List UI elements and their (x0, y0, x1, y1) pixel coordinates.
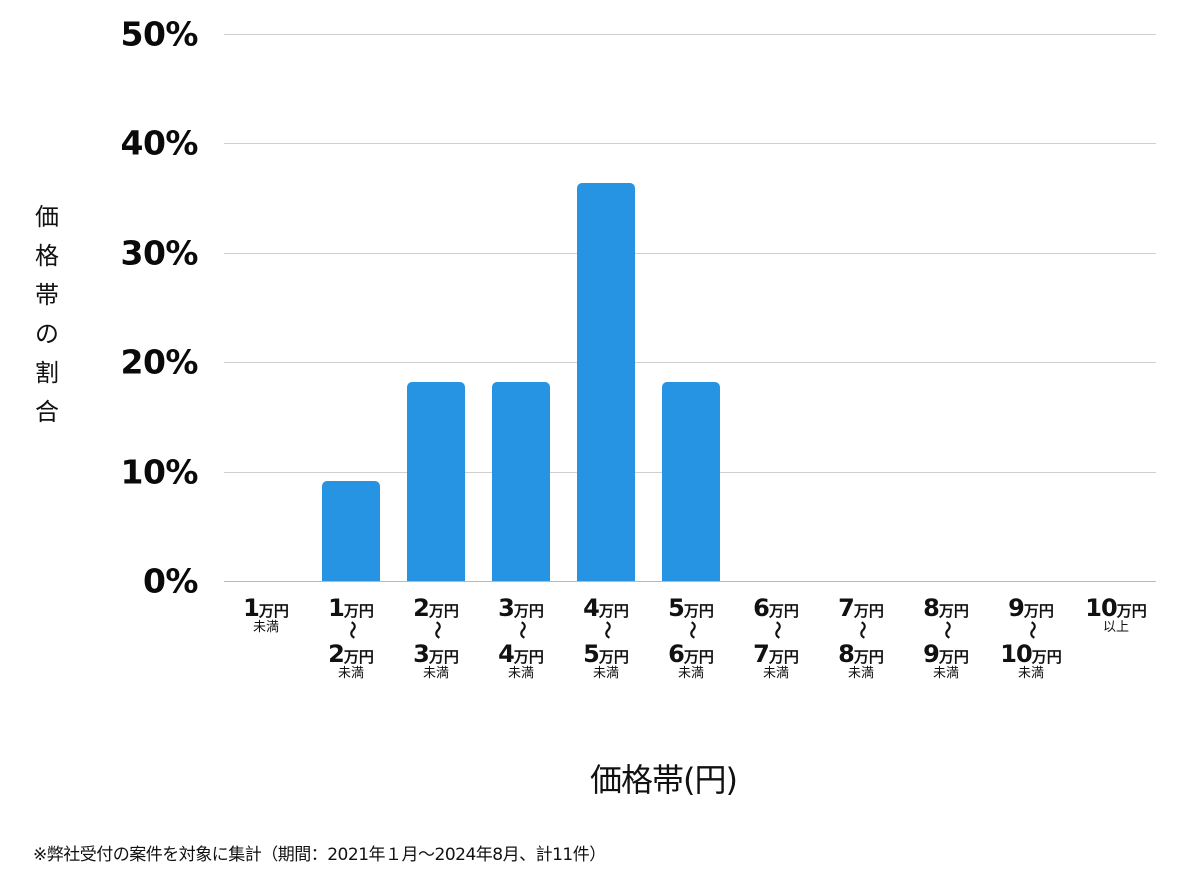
range-qualifier: 未満 (762, 666, 789, 681)
range-from: 10万円 (1085, 594, 1147, 622)
range-tilde: 〜 (1021, 621, 1042, 639)
range-tilde: 〜 (426, 621, 447, 639)
range-tilde: 〜 (511, 621, 532, 639)
gridline (224, 253, 1156, 254)
range-from: 6万円 (753, 594, 799, 622)
x-tick-label: 1万円〜 2万円 未満 (309, 594, 393, 680)
range-to: 7万円 (753, 640, 799, 668)
range-from: 5万円 (668, 594, 714, 622)
x-tick-label: 3万円〜 4万円 未満 (479, 594, 563, 680)
range-to: 3万円 (413, 640, 459, 668)
footnote: ※弊社受付の案件を対象に集計（期間：2021年１月〜2024年8月、計11件） (33, 845, 606, 865)
y-axis-title-char: 合 (35, 398, 59, 426)
range-qualifier: 未満 (847, 666, 874, 681)
range-qualifier: 未満 (337, 666, 364, 681)
x-tick-label: 7万円〜 8万円 未満 (819, 594, 903, 680)
range-qualifier: 以上 (1102, 620, 1129, 635)
bar (662, 382, 720, 581)
range-from: 3万円 (498, 594, 544, 622)
bar (577, 183, 635, 581)
range-to: 6万円 (668, 640, 714, 668)
x-tick-label: 6万円〜 7万円 未満 (734, 594, 818, 680)
y-tick-label: 20% (120, 342, 199, 382)
range-from: 1万円 (328, 594, 374, 622)
range-to: 4万円 (498, 640, 544, 668)
range-qualifier: 未満 (677, 666, 704, 681)
bar (322, 481, 380, 581)
range-tilde: 〜 (596, 621, 617, 639)
gridline (224, 362, 1156, 363)
range-from: 4万円 (583, 594, 629, 622)
range-qualifier: 未満 (252, 620, 279, 635)
y-tick-label: 40% (120, 123, 199, 163)
y-axis-title-char: の (35, 320, 59, 348)
range-tilde: 〜 (851, 621, 872, 639)
x-tick-label: 8万円〜 9万円 未満 (904, 594, 988, 680)
range-from: 1万円 (243, 594, 289, 622)
y-tick-label: 30% (120, 233, 199, 273)
range-qualifier: 未満 (1017, 666, 1044, 681)
x-tick-label: 9万円〜 10万円 未満 (989, 594, 1073, 680)
x-tick-label: 4万円〜 5万円 未満 (564, 594, 648, 680)
x-tick-label: 2万円〜 3万円 未満 (394, 594, 478, 680)
range-tilde: 〜 (341, 621, 362, 639)
y-tick-label: 0% (142, 561, 199, 601)
y-axis-title: 価格帯の割合 (30, 198, 64, 432)
range-tilde: 〜 (681, 621, 702, 639)
y-axis-title-char: 格 (35, 242, 59, 270)
x-tick-label: 1万円 未満 (224, 594, 308, 634)
range-qualifier: 未満 (422, 666, 449, 681)
y-tick-label: 50% (120, 14, 199, 54)
range-to: 5万円 (583, 640, 629, 668)
range-to: 2万円 (328, 640, 374, 668)
range-from: 2万円 (413, 594, 459, 622)
range-qualifier: 未満 (592, 666, 619, 681)
range-tilde: 〜 (936, 621, 957, 639)
range-to: 9万円 (923, 640, 969, 668)
range-qualifier: 未満 (932, 666, 959, 681)
range-from: 7万円 (838, 594, 884, 622)
gridline (224, 143, 1156, 144)
bar (407, 382, 465, 581)
range-tilde: 〜 (766, 621, 787, 639)
y-axis-title-char: 割 (35, 359, 59, 387)
gridline (224, 34, 1156, 35)
range-qualifier: 未満 (507, 666, 534, 681)
x-tick-label: 10万円 以上 (1074, 594, 1158, 634)
gridline (224, 581, 1156, 582)
range-to: 10万円 (1000, 640, 1062, 668)
y-axis-title-char: 帯 (35, 281, 59, 309)
y-axis-title-char: 価 (35, 203, 59, 231)
x-tick-label: 5万円〜 6万円 未満 (649, 594, 733, 680)
range-from: 9万円 (1008, 594, 1054, 622)
x-axis-title: 価格帯(円) (590, 761, 738, 799)
bar (492, 382, 550, 581)
range-from: 8万円 (923, 594, 969, 622)
y-tick-label: 10% (120, 452, 199, 492)
range-to: 8万円 (838, 640, 884, 668)
